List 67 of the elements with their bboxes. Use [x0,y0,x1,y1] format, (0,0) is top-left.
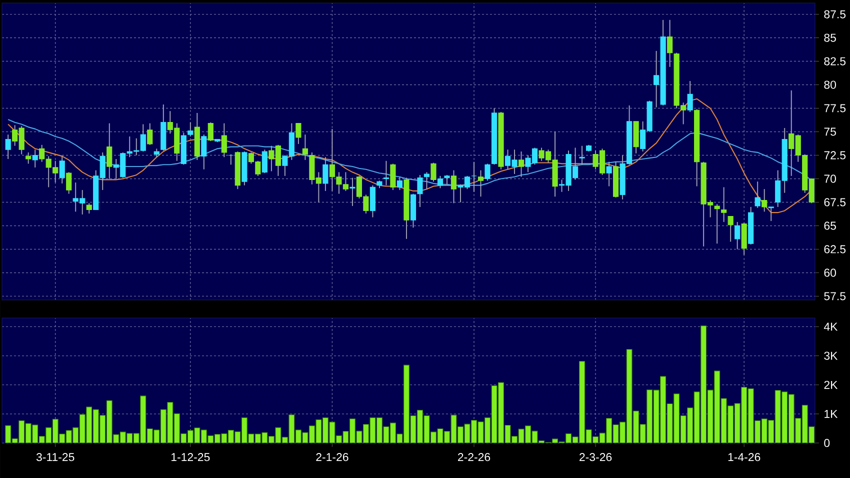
y-tick-label: 60 [824,268,836,277]
candlestick [734,222,740,250]
candlestick [350,177,356,206]
y-tick-label: 0 [824,438,830,448]
candlestick [714,204,720,244]
candlestick [396,176,403,190]
y-tick-label: 82.5 [824,57,846,66]
candlestick [188,122,194,137]
candlestick [762,188,768,212]
candlestick [86,202,92,214]
candlestick [302,134,308,160]
candlestick [667,19,673,68]
candlestick [728,216,734,242]
candlestick [417,174,423,208]
candlestick [221,122,227,158]
candlestick [754,181,760,208]
candlestick [322,156,328,192]
candlestick [66,172,72,194]
y-tick-label: 75 [824,128,836,136]
x-tick-label: 1-12-25 [172,453,210,462]
candlestick [437,175,444,189]
y-tick-label: 77.5 [824,104,846,112]
y-tick-label: 65 [824,222,836,230]
candlestick [390,163,396,190]
candlestick [450,170,457,204]
x-tick-label: 2-2-26 [458,453,490,462]
candlestick [262,149,268,174]
candlestick [201,134,207,170]
candlestick [579,145,585,166]
candlestick [147,122,153,146]
x-tick-label: 2-1-26 [316,453,348,462]
y-tick-label: 80 [824,80,836,89]
candlestick [26,152,32,164]
candlestick [32,149,38,168]
candlestick [383,160,390,186]
candlestick [606,161,612,187]
candlestick [208,122,214,142]
y-tick-label: 72.5 [824,151,846,160]
y-tick-label: 3K [824,352,838,360]
candlestick [106,122,112,180]
candlestick [370,184,376,218]
candlestick [296,122,302,144]
y-tick-label: 67.5 [824,198,846,206]
candlestick [687,80,693,112]
candlestick [471,161,477,192]
x-tick-label: 1-4-26 [728,453,760,462]
candlestick [5,134,11,160]
y-tick-label: 87.5 [824,10,846,18]
candlestick [444,174,450,185]
candlestick [721,186,727,222]
y-tick-label: 2K [824,380,838,389]
candlestick [768,206,774,222]
y-tick-label: 85 [824,34,836,42]
candlestick [430,162,436,182]
candlestick [478,170,484,198]
candlestick [424,172,430,190]
y-tick-label: 57.5 [824,292,846,300]
y-tick-label: 62.5 [824,245,846,254]
y-tick-label: 1K [824,410,838,418]
candlestick [228,154,234,166]
candlestick [59,156,65,184]
candlestick [484,163,490,182]
y-tick-label: 70 [824,174,836,183]
x-tick-label: 3-11-25 [36,453,74,462]
y-tick-label: 4K [824,322,838,331]
candlestick [518,151,524,178]
x-tick-label: 2-3-26 [580,453,612,462]
